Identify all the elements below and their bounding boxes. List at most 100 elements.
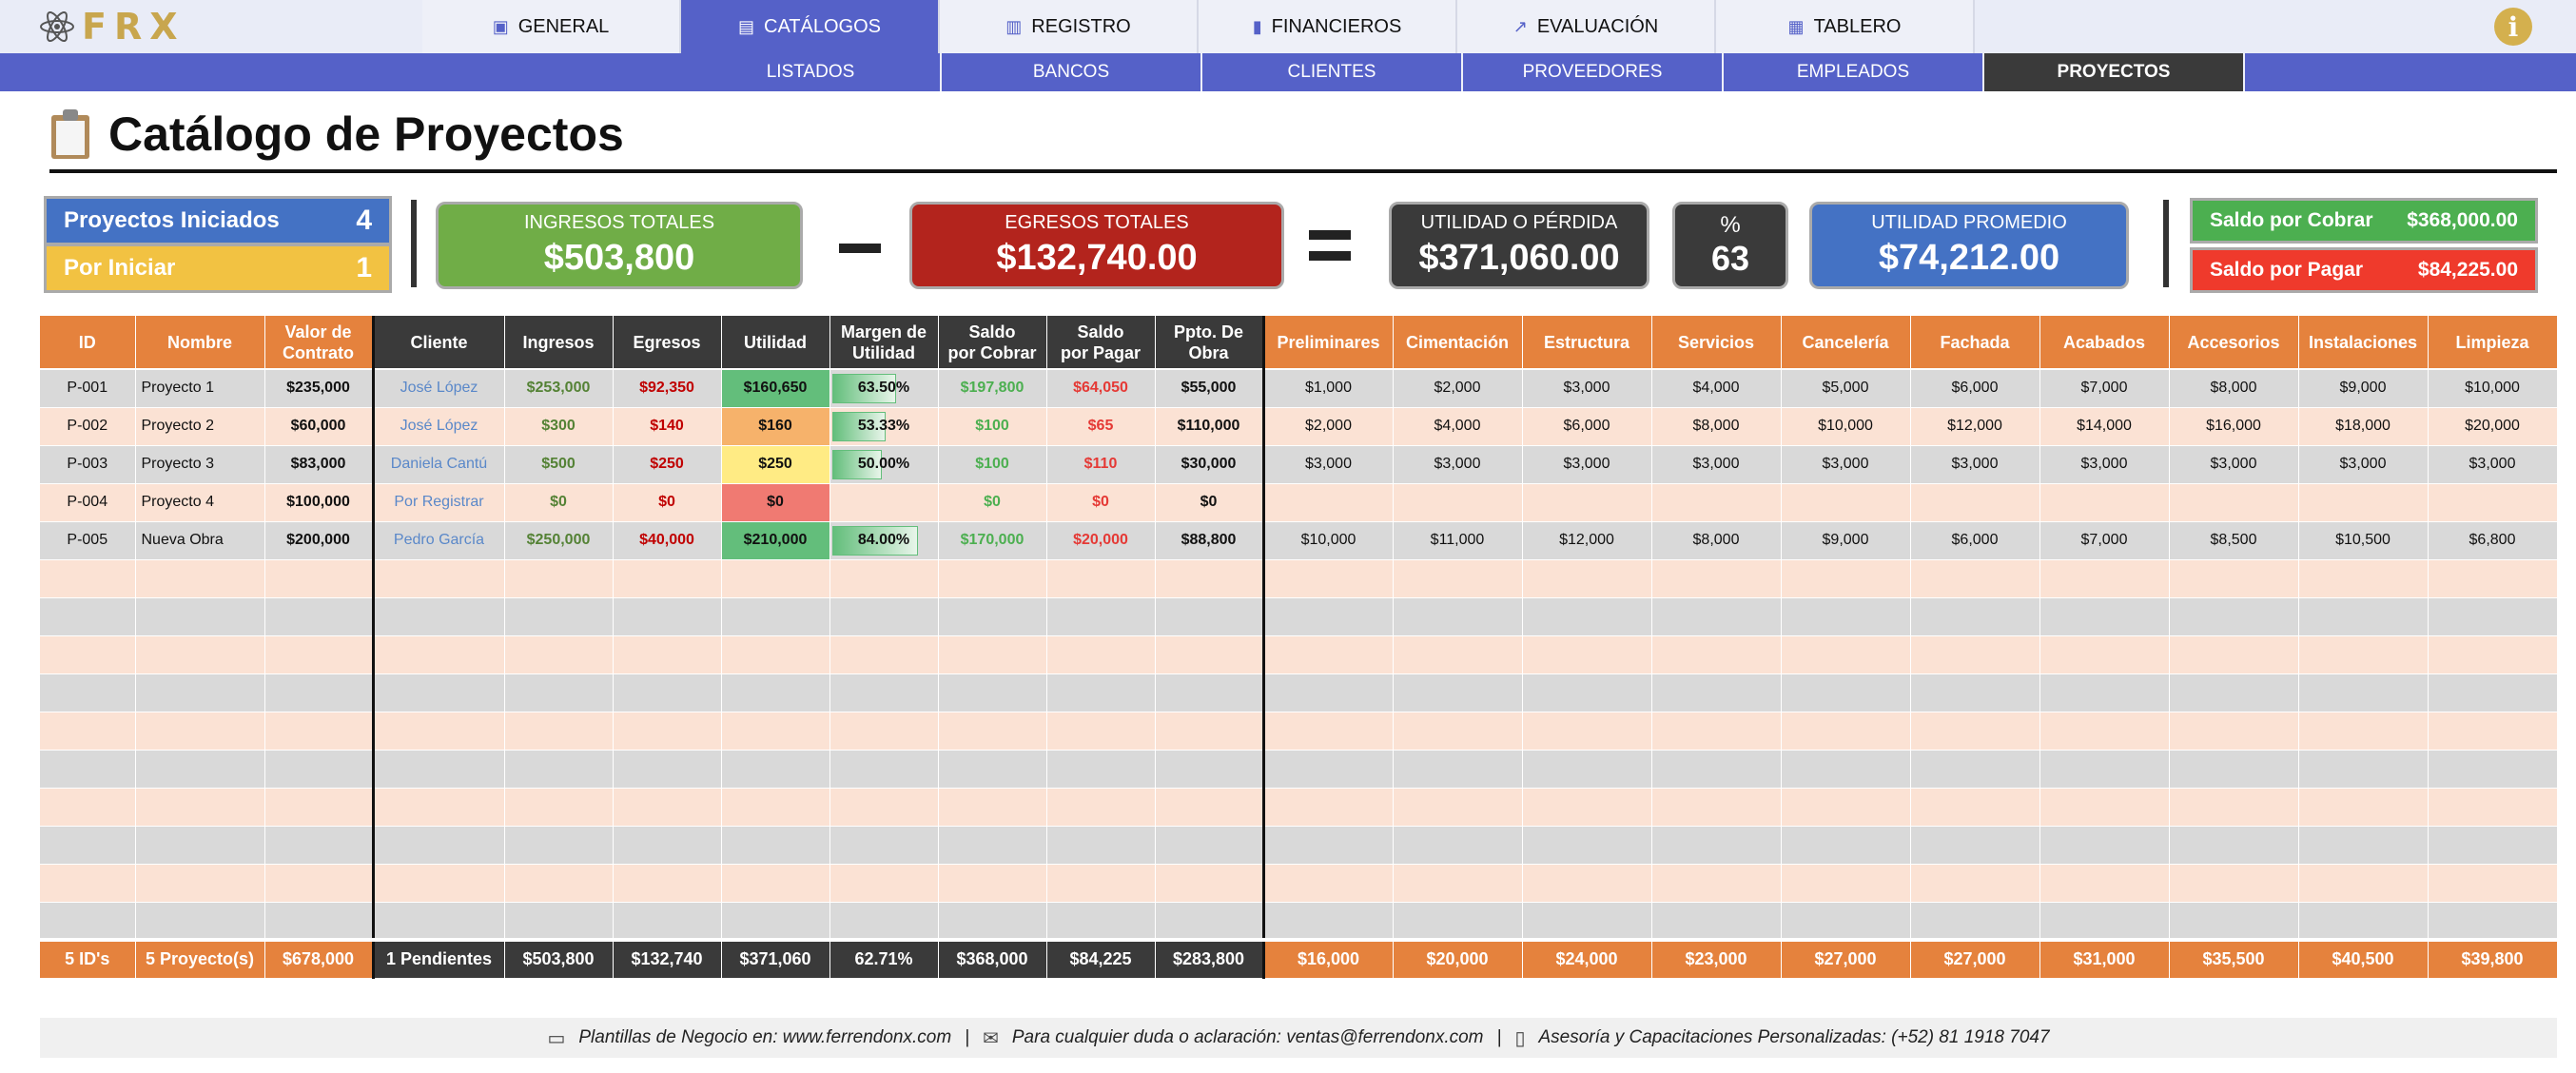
empty-cell[interactable]	[264, 750, 374, 789]
empty-cell[interactable]	[264, 788, 374, 827]
empty-cell[interactable]	[2169, 673, 2299, 712]
table-row[interactable]	[40, 902, 2558, 941]
col-header-cat-2[interactable]: Estructura	[1522, 316, 1652, 370]
cell-cliente[interactable]: Por Registrar	[371, 483, 505, 522]
empty-cell[interactable]	[2428, 902, 2558, 941]
empty-cell[interactable]	[504, 902, 614, 941]
empty-cell[interactable]	[2169, 826, 2299, 865]
empty-cell[interactable]	[40, 635, 136, 674]
empty-cell[interactable]	[721, 826, 830, 865]
empty-cell[interactable]	[504, 597, 614, 636]
table-row[interactable]	[40, 864, 2558, 903]
empty-cell[interactable]	[829, 597, 939, 636]
subtab-1[interactable]: BANCOS	[942, 53, 1202, 91]
table-row[interactable]	[40, 750, 2558, 789]
empty-cell[interactable]	[135, 826, 265, 865]
empty-cell[interactable]	[1046, 635, 1156, 674]
empty-cell[interactable]	[613, 597, 722, 636]
empty-cell[interactable]	[1155, 826, 1264, 865]
empty-cell[interactable]	[2298, 597, 2429, 636]
col-header-saldo-pagar[interactable]: Saldo por Pagar	[1046, 316, 1156, 370]
tab-5[interactable]: ▦ TABLERO	[1716, 0, 1975, 53]
empty-cell[interactable]	[1393, 597, 1523, 636]
empty-cell[interactable]	[1522, 788, 1652, 827]
empty-cell[interactable]	[371, 635, 505, 674]
empty-cell[interactable]	[1155, 902, 1264, 941]
empty-cell[interactable]	[2039, 902, 2170, 941]
empty-cell[interactable]	[1910, 826, 2040, 865]
col-header-cat-6[interactable]: Acabados	[2039, 316, 2170, 370]
empty-cell[interactable]	[2039, 788, 2170, 827]
empty-cell[interactable]	[1155, 788, 1264, 827]
col-header-egresos[interactable]: Egresos	[613, 316, 722, 370]
empty-cell[interactable]	[1651, 559, 1782, 598]
footer-web[interactable]: Plantillas de Negocio en: www.ferrendonx…	[578, 1027, 952, 1047]
empty-cell[interactable]	[1522, 750, 1652, 789]
empty-cell[interactable]	[1393, 864, 1523, 903]
empty-cell[interactable]	[1651, 673, 1782, 712]
empty-cell[interactable]	[1046, 902, 1156, 941]
empty-cell[interactable]	[40, 673, 136, 712]
empty-cell[interactable]	[1155, 750, 1264, 789]
empty-cell[interactable]	[2169, 559, 2299, 598]
empty-cell[interactable]	[1781, 597, 1911, 636]
info-icon[interactable]: i	[2494, 8, 2532, 46]
empty-cell[interactable]	[371, 864, 505, 903]
empty-cell[interactable]	[938, 597, 1047, 636]
subtab-4[interactable]: EMPLEADOS	[1724, 53, 1984, 91]
empty-cell[interactable]	[1651, 902, 1782, 941]
empty-cell[interactable]	[1781, 902, 1911, 941]
empty-cell[interactable]	[504, 712, 614, 751]
tab-0[interactable]: ▣ GENERAL	[422, 0, 681, 53]
empty-cell[interactable]	[504, 826, 614, 865]
empty-cell[interactable]	[1261, 712, 1394, 751]
empty-cell[interactable]	[1651, 750, 1782, 789]
empty-cell[interactable]	[1393, 559, 1523, 598]
empty-cell[interactable]	[1261, 597, 1394, 636]
cell-cliente[interactable]: Pedro García	[371, 521, 505, 560]
empty-cell[interactable]	[1155, 712, 1264, 751]
empty-cell[interactable]	[1910, 712, 2040, 751]
empty-cell[interactable]	[2298, 673, 2429, 712]
empty-cell[interactable]	[2428, 559, 2558, 598]
empty-cell[interactable]	[264, 597, 374, 636]
empty-cell[interactable]	[1910, 864, 2040, 903]
empty-cell[interactable]	[135, 864, 265, 903]
empty-cell[interactable]	[2298, 712, 2429, 751]
empty-cell[interactable]	[938, 559, 1047, 598]
empty-cell[interactable]	[1781, 712, 1911, 751]
col-header-valor-contrato[interactable]: Valor de Contrato	[264, 316, 374, 370]
empty-cell[interactable]	[1781, 559, 1911, 598]
empty-cell[interactable]	[2428, 788, 2558, 827]
empty-cell[interactable]	[2298, 635, 2429, 674]
subtab-5[interactable]: PROYECTOS	[1984, 53, 2245, 91]
empty-cell[interactable]	[1522, 597, 1652, 636]
empty-cell[interactable]	[371, 597, 505, 636]
empty-cell[interactable]	[1393, 635, 1523, 674]
table-row[interactable]	[40, 788, 2558, 827]
table-row[interactable]: P-005 Nueva Obra $200,000 Pedro García $250,…	[40, 521, 2558, 560]
empty-cell[interactable]	[1781, 864, 1911, 903]
empty-cell[interactable]	[2039, 635, 2170, 674]
empty-cell[interactable]	[504, 635, 614, 674]
empty-cell[interactable]	[1522, 902, 1652, 941]
empty-cell[interactable]	[2428, 864, 2558, 903]
empty-cell[interactable]	[1046, 559, 1156, 598]
empty-cell[interactable]	[938, 788, 1047, 827]
empty-cell[interactable]	[1155, 597, 1264, 636]
empty-cell[interactable]	[2298, 559, 2429, 598]
empty-cell[interactable]	[829, 750, 939, 789]
empty-cell[interactable]	[2428, 750, 2558, 789]
empty-cell[interactable]	[2039, 673, 2170, 712]
col-header-cat-7[interactable]: Accesorios	[2169, 316, 2299, 370]
empty-cell[interactable]	[1046, 750, 1156, 789]
empty-cell[interactable]	[264, 635, 374, 674]
empty-cell[interactable]	[371, 712, 505, 751]
empty-cell[interactable]	[721, 673, 830, 712]
empty-cell[interactable]	[1155, 559, 1264, 598]
empty-cell[interactable]	[2428, 597, 2558, 636]
table-row[interactable]	[40, 826, 2558, 865]
empty-cell[interactable]	[2428, 673, 2558, 712]
empty-cell[interactable]	[40, 712, 136, 751]
empty-cell[interactable]	[613, 864, 722, 903]
